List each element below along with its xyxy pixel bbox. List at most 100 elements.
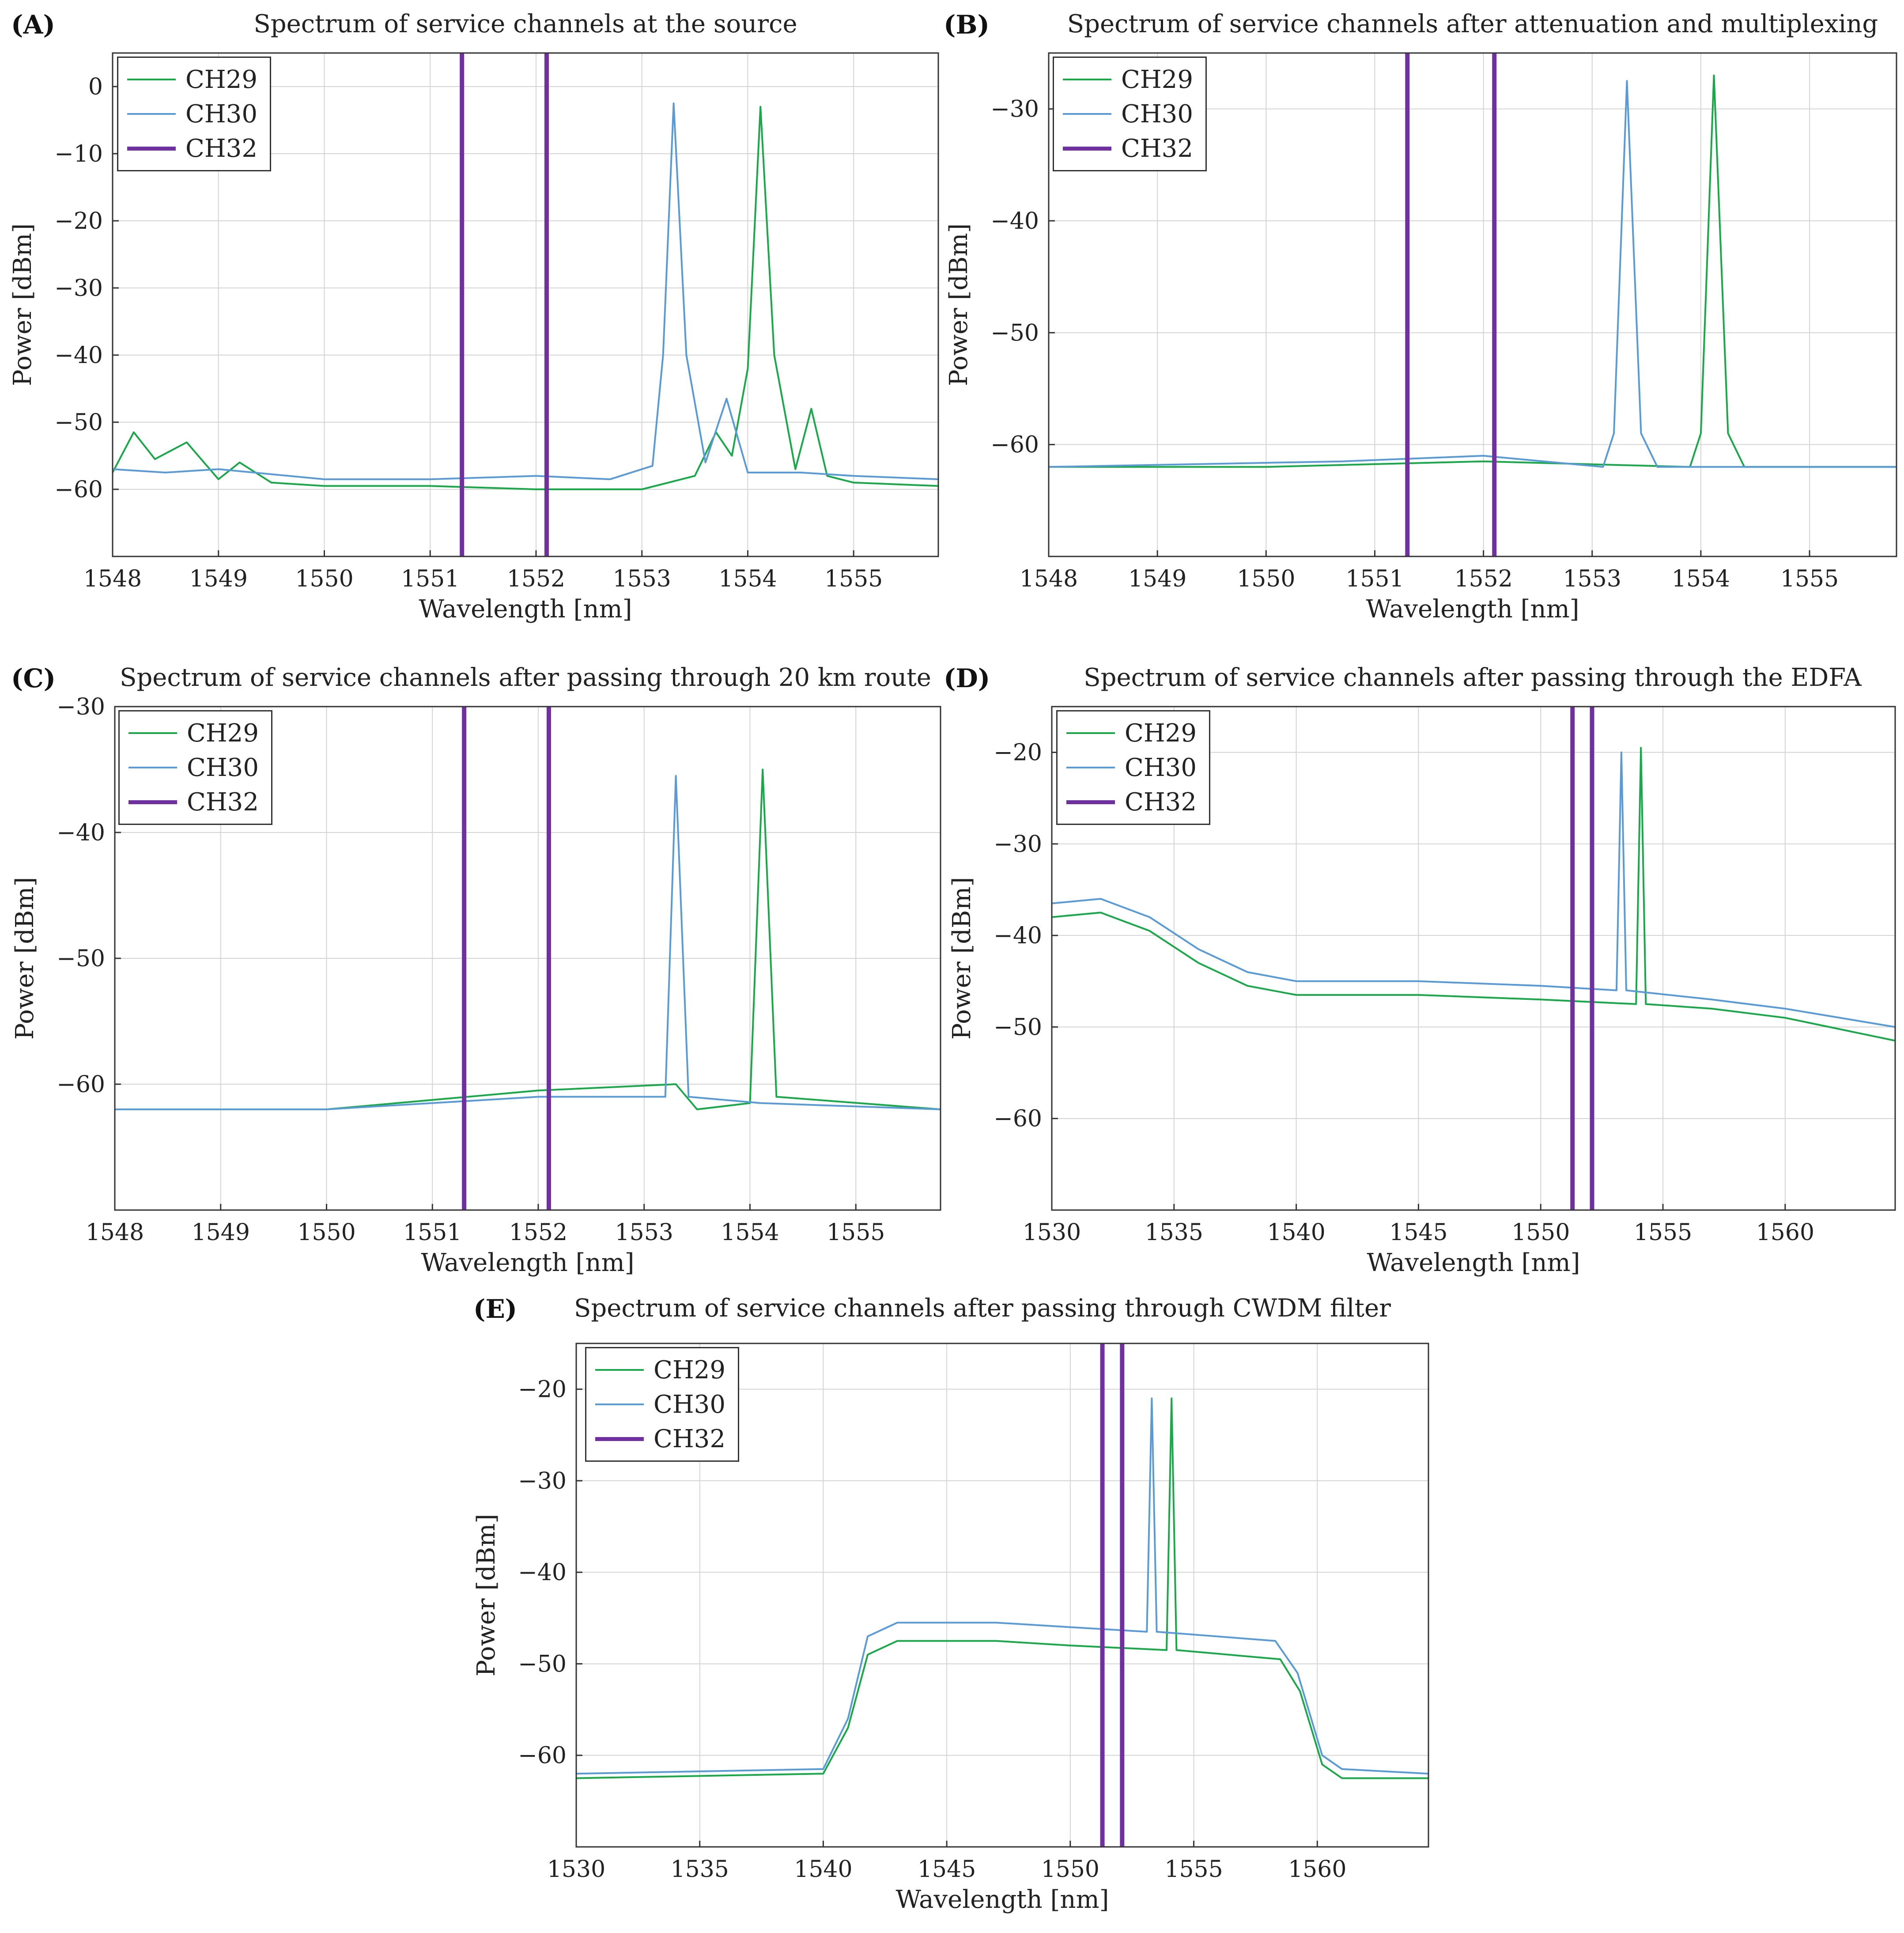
x-tick-label: 1555	[827, 1219, 885, 1246]
x-tick-label: 1551	[403, 1219, 461, 1246]
x-tick-label: 1545	[1389, 1219, 1447, 1246]
chart-svg: 1530 1535 1540 1545 1550 1555 1560 −20 −30 −40 −50…	[472, 1343, 1429, 1914]
x-tick-label: 1549	[189, 566, 248, 592]
y-tick-label: −60	[518, 1743, 567, 1769]
x-tick-label: 1555	[824, 566, 883, 592]
legend-swatch-ch30	[595, 1403, 644, 1405]
x-tick-label: 1554	[718, 566, 777, 592]
legend-swatch-ch29	[595, 1369, 644, 1371]
x-axis-label: Wavelength [nm]	[419, 595, 632, 624]
plot-frame	[1048, 52, 1897, 557]
x-tick-label: 1552	[1454, 566, 1512, 592]
chart-svg: 1548 1549 1550 1551 1552 1553 1554 1555 −30 −40 −5…	[944, 52, 1897, 624]
y-tick-label: −20	[54, 208, 103, 235]
y-tick-label: −30	[57, 694, 105, 720]
x-tick-label: 1540	[1267, 1219, 1325, 1246]
x-tick-label: 1545	[918, 1856, 976, 1883]
y-tick-label: 0	[88, 74, 103, 100]
y-tick-label: −50	[57, 946, 105, 972]
x-tick-label: 1553	[613, 566, 671, 592]
legend-item-ch32: CH32	[128, 785, 259, 819]
legend-item-ch30: CH30	[128, 750, 259, 785]
panel-label: (D)	[944, 663, 990, 693]
x-tick-label: 1555	[1780, 566, 1839, 592]
chart-title: Spectrum of service channels after atten…	[1067, 10, 1878, 38]
x-tick-label: 1555	[1634, 1219, 1692, 1246]
y-tick-label: −50	[990, 320, 1039, 346]
chart-svg: 1548 1549 1550 1551 1552 1553 1554 1555 −30 −40 −5…	[11, 694, 941, 1277]
legend-item-ch30: CH30	[595, 1387, 725, 1422]
legend-item-ch30: CH30	[127, 97, 257, 131]
x-tick-label: 1548	[1020, 566, 1078, 592]
legend-label: CH30	[654, 1390, 725, 1419]
chart-legend: CH29 CH30 CH32	[585, 1347, 739, 1462]
legend-label: CH30	[1125, 753, 1197, 782]
legend-label: CH30	[185, 99, 257, 129]
series-line-ch29	[115, 768, 941, 1110]
x-axis-label: Wavelength [nm]	[421, 1248, 634, 1277]
x-tick-label: 1560	[1288, 1856, 1346, 1883]
legend-swatch-ch29	[1066, 732, 1115, 734]
legend-item-ch32: CH32	[595, 1422, 725, 1456]
x-tick-label: 1550	[297, 1219, 355, 1246]
x-tick-label: 1553	[1563, 566, 1621, 592]
series-line-ch29	[112, 106, 939, 490]
chart-panel-d: (D) Spectrum of service channels after p…	[936, 654, 1904, 1285]
legend-item-ch29: CH29	[595, 1353, 725, 1387]
y-tick-label: −50	[54, 409, 103, 436]
x-axis-label: Wavelength [nm]	[895, 1885, 1109, 1914]
chart-svg: 1548 1549 1550 1551 1552 1553 1554 1555 0 −10 −20 −…	[8, 52, 939, 624]
x-tick-label: 1550	[1041, 1856, 1099, 1883]
legend-swatch-ch30	[1063, 113, 1111, 115]
legend-swatch-ch32	[127, 146, 176, 151]
panel-label: (E)	[473, 1294, 518, 1324]
y-tick-label: −20	[518, 1377, 567, 1403]
legend-label: CH30	[187, 753, 259, 782]
legend-label: CH32	[1125, 787, 1197, 817]
chart-legend: CH29 CH30 CH32	[1053, 57, 1207, 171]
y-tick-label: −60	[994, 1106, 1042, 1132]
legend-label: CH32	[654, 1424, 725, 1453]
series-line-ch29	[576, 1397, 1428, 1779]
y-tick-label: −40	[990, 208, 1039, 235]
chart-legend: CH29 CH30 CH32	[1056, 710, 1210, 825]
plot-frame	[112, 52, 939, 557]
x-tick-label: 1554	[1672, 566, 1730, 592]
x-tick-label: 1551	[401, 566, 459, 592]
legend-item-ch32: CH32	[127, 131, 257, 166]
y-axis-label: Power [dBm]	[11, 877, 39, 1040]
legend-label: CH29	[187, 719, 259, 748]
legend-label: CH29	[1121, 65, 1193, 94]
y-tick-label: −40	[54, 342, 103, 369]
legend-item-ch30: CH30	[1066, 750, 1197, 785]
legend-swatch-ch29	[128, 732, 177, 734]
chart-title: Spectrum of service channels after passi…	[120, 663, 931, 692]
y-tick-label: −60	[990, 432, 1039, 458]
series-line-ch29	[1051, 747, 1896, 1042]
series-line-ch30	[576, 1397, 1429, 1775]
y-axis-label: Power [dBm]	[948, 877, 976, 1040]
panel-label: (A)	[11, 10, 55, 40]
chart-title: Spectrum of service channels after passi…	[574, 1294, 1391, 1323]
x-tick-label: 1548	[83, 566, 142, 592]
chart-panel-b: (B) Spectrum of service channels after a…	[936, 0, 1904, 632]
y-tick-label: −30	[54, 275, 103, 302]
x-tick-label: 1530	[1023, 1219, 1081, 1246]
legend-item-ch29: CH29	[127, 62, 257, 97]
x-tick-label: 1540	[794, 1856, 852, 1883]
legend-swatch-ch29	[1063, 79, 1111, 80]
x-axis-label: Wavelength [nm]	[1366, 595, 1579, 624]
legend-item-ch29: CH29	[128, 716, 259, 750]
x-tick-label: 1553	[615, 1219, 673, 1246]
y-tick-label: −30	[994, 831, 1042, 858]
y-tick-label: −50	[518, 1651, 567, 1677]
y-axis-label: Power [dBm]	[472, 1514, 501, 1677]
y-tick-label: −60	[57, 1071, 105, 1098]
y-axis-label: Power [dBm]	[944, 223, 973, 386]
legend-swatch-ch32	[1063, 146, 1111, 151]
plot-frame	[575, 1343, 1429, 1848]
x-tick-label: 1549	[1128, 566, 1186, 592]
legend-label: CH32	[187, 787, 259, 817]
x-tick-label: 1530	[547, 1856, 605, 1883]
series-line-ch30	[1051, 751, 1896, 1028]
